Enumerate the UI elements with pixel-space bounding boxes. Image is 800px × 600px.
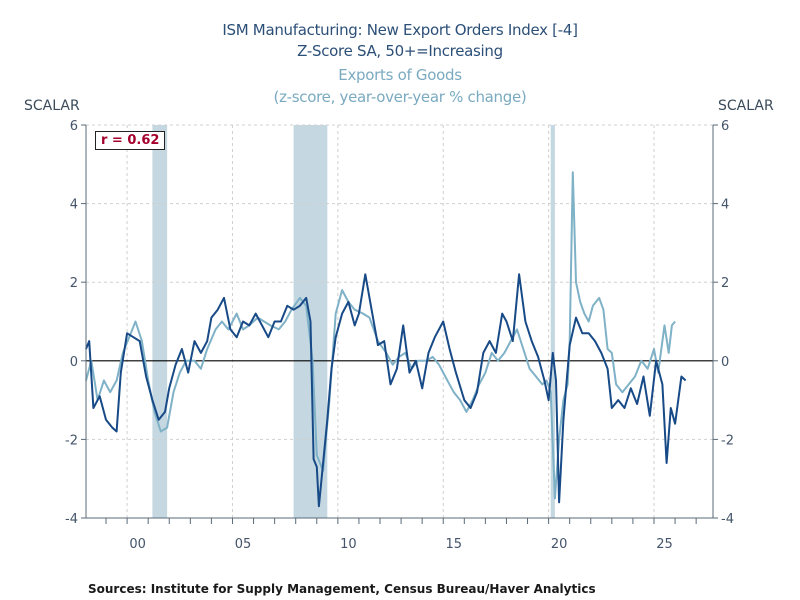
y-tick-label-left: -2	[65, 433, 78, 448]
y-tick-label-right: 4	[721, 198, 729, 213]
y-tick-label-left: 4	[70, 198, 78, 213]
y-tick-label-right: 0	[721, 355, 729, 370]
series-line-exports	[85, 171, 676, 500]
chart-title: ISM Manufacturing: New Export Orders Ind…	[222, 21, 578, 39]
recession-band	[152, 125, 168, 518]
y-tick-label-right: 2	[721, 276, 729, 291]
y-tick-label-right: -2	[721, 433, 734, 448]
y-tick-label-left: -4	[65, 512, 78, 527]
x-tick-label: 05	[235, 537, 252, 552]
y-tick-label-right: 6	[721, 119, 729, 134]
x-tick-label: 20	[551, 537, 568, 552]
series-line-ism	[85, 273, 687, 508]
x-tick-label: 25	[656, 537, 673, 552]
chart-title-2: Exports of Goods	[338, 66, 462, 84]
right-axis-label: SCALAR	[718, 98, 774, 114]
x-tick-label: 00	[129, 537, 146, 552]
chart-subtitle: Z-Score SA, 50+=Increasing	[297, 42, 503, 60]
y-tick-label-left: 6	[70, 119, 78, 134]
correlation-annotation: r = 0.62	[95, 131, 166, 150]
y-tick-label-left: 2	[70, 276, 78, 291]
x-tick-label: 10	[340, 537, 357, 552]
y-tick-label-right: -4	[721, 512, 734, 527]
chart-subtitle-2: (z-score, year-over-year % change)	[273, 88, 527, 106]
y-tick-label-left: 0	[70, 355, 78, 370]
sources-note: Sources: Institute for Supply Management…	[88, 582, 596, 596]
recession-band	[550, 125, 555, 518]
left-axis-label: SCALAR	[24, 98, 80, 114]
x-tick-label: 15	[445, 537, 462, 552]
